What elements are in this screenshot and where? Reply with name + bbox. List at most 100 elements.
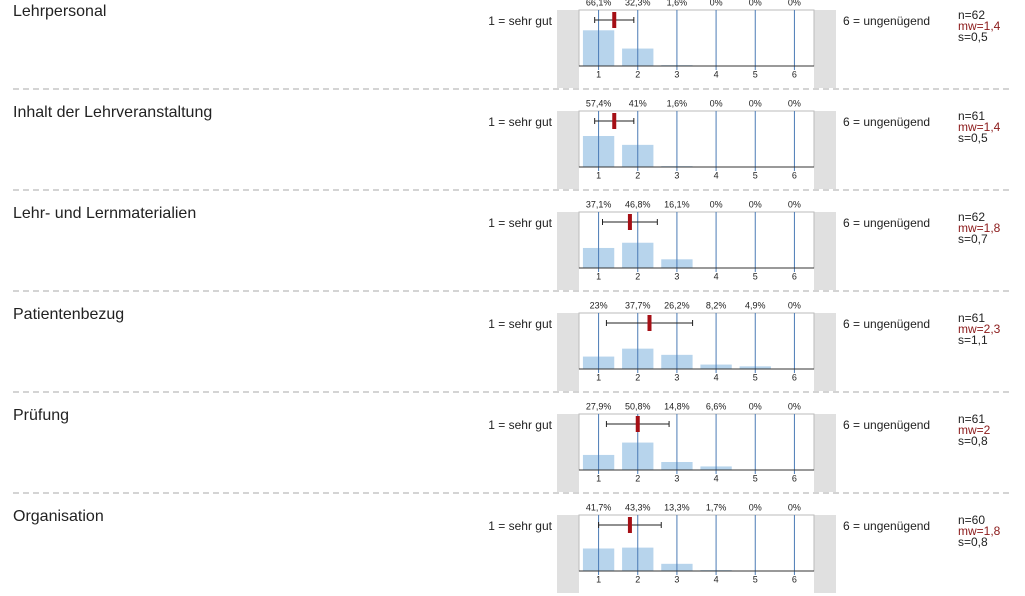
value-label: 37,7% (625, 300, 651, 310)
value-label: 0% (710, 199, 723, 209)
value-label: 0% (788, 401, 801, 411)
x-tick-label: 5 (753, 170, 758, 180)
right-gray (814, 10, 836, 88)
stat-mean: mw=2 (958, 423, 991, 437)
row-title: Patientenbezug (13, 306, 124, 323)
x-tick-label: 2 (635, 69, 640, 79)
left-anchor: 1 = sehr gut (488, 216, 552, 230)
left-anchor: 1 = sehr gut (488, 418, 552, 432)
stat-sd: s=0,5 (958, 131, 988, 145)
value-label: 4,9% (745, 300, 766, 310)
x-tick-label: 6 (792, 372, 797, 382)
value-label: 0% (749, 502, 762, 512)
x-tick-label: 5 (753, 473, 758, 483)
value-label: 1,7% (706, 502, 727, 512)
plot-box (578, 514, 815, 572)
right-gray (814, 414, 836, 492)
x-tick-label: 4 (714, 372, 719, 382)
value-label: 6,6% (706, 401, 727, 411)
stat-mean: mw=2,3 (958, 322, 1001, 336)
x-tick-label: 6 (792, 473, 797, 483)
left-gray (557, 10, 579, 88)
value-label: 0% (788, 199, 801, 209)
value-label: 16,1% (664, 199, 690, 209)
value-label: 1,6% (667, 98, 688, 108)
value-label: 0% (749, 98, 762, 108)
x-tick-label: 4 (714, 473, 719, 483)
x-tick-label: 2 (635, 170, 640, 180)
value-label: 57,4% (586, 98, 612, 108)
value-label: 0% (788, 98, 801, 108)
x-tick-label: 4 (714, 574, 719, 584)
stat-n: n=61 (958, 412, 985, 426)
stat-mean: mw=1,8 (958, 524, 1001, 538)
right-gray (814, 111, 836, 189)
plot-box (578, 9, 815, 67)
stat-sd: s=0,8 (958, 535, 988, 549)
left-anchor: 1 = sehr gut (488, 14, 552, 28)
right-anchor: 6 = ungenügend (843, 115, 930, 129)
stat-n: n=61 (958, 311, 985, 325)
x-tick-label: 3 (674, 271, 679, 281)
value-label: 14,8% (664, 401, 690, 411)
left-anchor: 1 = sehr gut (488, 317, 552, 331)
value-label: 0% (749, 0, 762, 7)
row-title: Lehr- und Lernmaterialien (13, 205, 196, 222)
value-label: 13,3% (664, 502, 690, 512)
value-label: 27,9% (586, 401, 612, 411)
right-gray (814, 515, 836, 593)
plot-box (578, 413, 815, 471)
left-gray (557, 414, 579, 492)
plot-box (578, 312, 815, 370)
x-tick-label: 2 (635, 271, 640, 281)
stat-n: n=60 (958, 513, 985, 527)
value-label: 41,7% (586, 502, 612, 512)
value-label: 1,6% (667, 0, 688, 7)
x-tick-label: 3 (674, 69, 679, 79)
value-label: 46,8% (625, 199, 651, 209)
stat-sd: s=0,8 (958, 434, 988, 448)
stat-mean: mw=1,8 (958, 221, 1001, 235)
x-tick-label: 1 (596, 574, 601, 584)
plot-box (578, 211, 815, 269)
left-anchor: 1 = sehr gut (488, 519, 552, 533)
x-tick-label: 4 (714, 170, 719, 180)
x-tick-label: 5 (753, 69, 758, 79)
x-tick-label: 5 (753, 372, 758, 382)
x-tick-label: 3 (674, 574, 679, 584)
x-tick-label: 6 (792, 69, 797, 79)
x-tick-label: 1 (596, 271, 601, 281)
value-label: 8,2% (706, 300, 727, 310)
stat-n: n=62 (958, 8, 985, 22)
stat-n: n=62 (958, 210, 985, 224)
value-label: 0% (710, 0, 723, 7)
row-title: Organisation (13, 508, 104, 525)
value-label: 0% (749, 199, 762, 209)
right-gray (814, 313, 836, 391)
value-label: 23% (590, 300, 608, 310)
x-tick-label: 5 (753, 271, 758, 281)
stat-mean: mw=1,4 (958, 120, 1001, 134)
right-anchor: 6 = ungenügend (843, 519, 930, 533)
value-label: 37,1% (586, 199, 612, 209)
x-tick-label: 2 (635, 372, 640, 382)
value-label: 0% (749, 401, 762, 411)
value-label: 0% (788, 300, 801, 310)
value-label: 0% (788, 0, 801, 7)
row-title: Prüfung (13, 407, 69, 424)
stat-n: n=61 (958, 109, 985, 123)
x-tick-label: 1 (596, 170, 601, 180)
value-label: 66,1% (586, 0, 612, 7)
right-anchor: 6 = ungenügend (843, 14, 930, 28)
value-label: 41% (629, 98, 647, 108)
x-tick-label: 3 (674, 372, 679, 382)
left-gray (557, 212, 579, 290)
x-tick-label: 6 (792, 170, 797, 180)
right-anchor: 6 = ungenügend (843, 317, 930, 331)
x-tick-label: 2 (635, 473, 640, 483)
value-label: 32,3% (625, 0, 651, 7)
right-gray (814, 212, 836, 290)
row-title: Inhalt der Lehrveranstaltung (13, 104, 212, 121)
value-label: 50,8% (625, 401, 651, 411)
